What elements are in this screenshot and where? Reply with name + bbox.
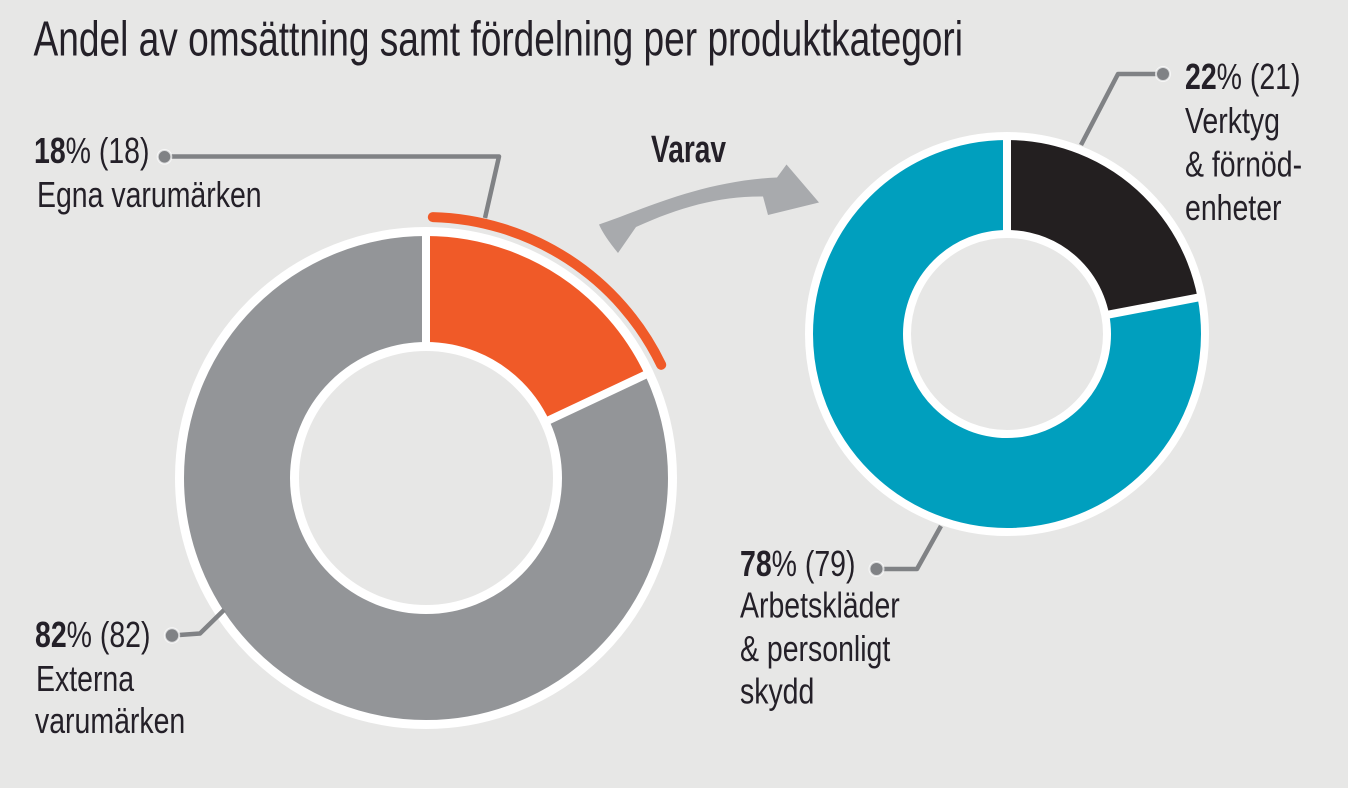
svg-text:varumärken: varumärken bbox=[35, 700, 185, 741]
svg-text:Arbetskläder: Arbetskläder bbox=[740, 584, 900, 625]
svg-text:82% (82): 82% (82) bbox=[35, 614, 150, 655]
svg-text:Varav: Varav bbox=[651, 129, 726, 171]
svg-text:Externa: Externa bbox=[36, 658, 135, 699]
svg-text:& personligt: & personligt bbox=[740, 628, 890, 669]
svg-text:Andel av omsättning samt förde: Andel av omsättning samt fördelning per … bbox=[34, 13, 964, 67]
svg-text:22% (21): 22% (21) bbox=[1185, 56, 1300, 97]
svg-text:skydd: skydd bbox=[740, 670, 814, 711]
svg-text:Egna varumärken: Egna varumärken bbox=[37, 174, 262, 215]
svg-text:18% (18): 18% (18) bbox=[34, 130, 149, 171]
svg-text:78% (79): 78% (79) bbox=[740, 543, 855, 584]
svg-text:Verktyg: Verktyg bbox=[1185, 100, 1280, 141]
svg-text:enheter: enheter bbox=[1185, 187, 1282, 228]
svg-text:& förnöd-: & förnöd- bbox=[1185, 143, 1302, 184]
